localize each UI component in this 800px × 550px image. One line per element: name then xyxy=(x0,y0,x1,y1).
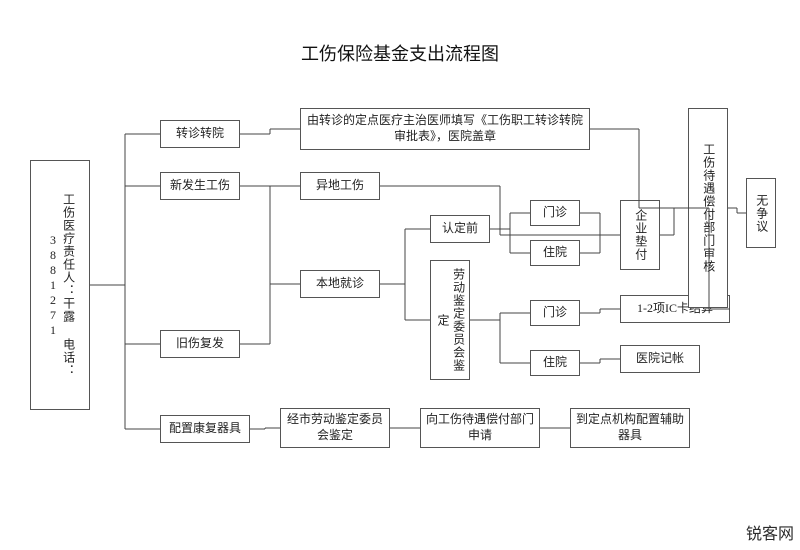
node-tianbiao: 由转诊的定点医疗主治医师填写《工伤职工转诊转院审批表》，医院盖章 xyxy=(300,108,590,150)
node-laodong: 劳动鉴定委员会鉴定 xyxy=(430,260,470,380)
node-wuzhengyi: 无争议 xyxy=(746,178,776,248)
node-qiyedianfu: 企业垫付 xyxy=(620,200,660,270)
node-zhuanzhen: 转诊转院 xyxy=(160,120,240,148)
node-peizhi: 配置康复器具 xyxy=(160,415,250,443)
node-yidigongshang: 异地工伤 xyxy=(300,172,380,200)
node-zhuyuan2: 住院 xyxy=(530,350,580,376)
node-dingdian: 到定点机构配置辅助器具 xyxy=(570,408,690,448)
node-zhuyuan1: 住院 xyxy=(530,240,580,266)
node-jiushangfufa: 旧伤复发 xyxy=(160,330,240,358)
node-contact: 工伤医疗责任人：干露 电话：3881271 xyxy=(30,160,90,410)
node-menzhen1: 门诊 xyxy=(530,200,580,226)
node-shenqing: 向工伤待遇偿付部门申请 xyxy=(420,408,540,448)
node-bendijiuzhen: 本地就诊 xyxy=(300,270,380,298)
edges-layer xyxy=(0,0,800,550)
node-rendingqian: 认定前 xyxy=(430,215,490,243)
diagram-title: 工伤保险基金支出流程图 xyxy=(0,40,800,66)
node-menzhen2: 门诊 xyxy=(530,300,580,326)
node-laodongjianding: 经市劳动鉴定委员会鉴定 xyxy=(280,408,390,448)
node-yiyuanjizhang: 医院记帐 xyxy=(620,345,700,373)
watermark-label: 锐客网 xyxy=(746,520,794,544)
node-xinfasheng: 新发生工伤 xyxy=(160,172,240,200)
node-gongshangdaiyu: 工伤待遇偿付部门审核 xyxy=(688,108,728,308)
